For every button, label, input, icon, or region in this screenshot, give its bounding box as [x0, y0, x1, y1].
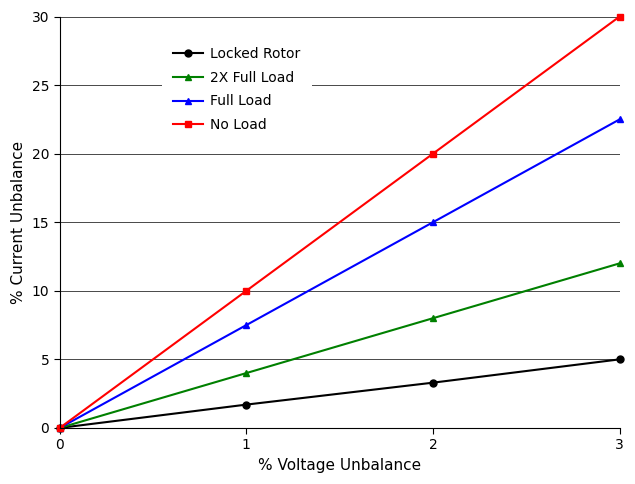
- X-axis label: % Voltage Unbalance: % Voltage Unbalance: [258, 458, 421, 473]
- Full Load: [616, 117, 624, 122]
- Legend: Locked Rotor, 2X Full Load, Full Load, No Load: Locked Rotor, 2X Full Load, Full Load, N…: [162, 36, 312, 143]
- Line: Full Load: Full Load: [57, 116, 623, 431]
- Y-axis label: % Current Unbalance: % Current Unbalance: [11, 141, 26, 304]
- Line: Locked Rotor: Locked Rotor: [57, 356, 623, 431]
- No Load: [429, 151, 437, 157]
- Locked Rotor: [429, 380, 437, 386]
- Full Load: [429, 219, 437, 225]
- Line: 2X Full Load: 2X Full Load: [57, 260, 623, 431]
- Locked Rotor: [56, 425, 64, 431]
- Locked Rotor: [243, 402, 250, 408]
- Full Load: [243, 322, 250, 328]
- 2X Full Load: [243, 370, 250, 376]
- 2X Full Load: [616, 260, 624, 266]
- 2X Full Load: [429, 316, 437, 321]
- Locked Rotor: [616, 356, 624, 362]
- No Load: [616, 14, 624, 19]
- No Load: [56, 425, 64, 431]
- 2X Full Load: [56, 425, 64, 431]
- Line: No Load: No Load: [57, 13, 623, 431]
- No Load: [243, 288, 250, 294]
- Full Load: [56, 425, 64, 431]
